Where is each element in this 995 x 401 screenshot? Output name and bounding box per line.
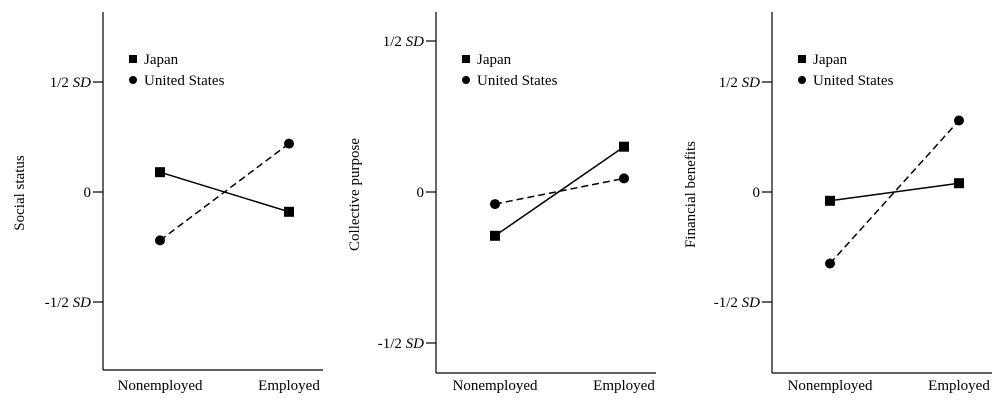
- y-tick-unit: SD: [742, 75, 761, 91]
- series-line: [829, 182, 960, 202]
- y-tick-value: 1/2: [383, 34, 406, 50]
- panel-2: 1/2 SD 0 -1/2 SD Collective purpose Nonemplo…: [347, 12, 656, 394]
- legend-label: Japan: [813, 52, 848, 68]
- legend-label: United States: [813, 73, 894, 89]
- data-point: [954, 178, 964, 189]
- x-category-label: Nonemployed: [118, 378, 203, 394]
- legend-label: United States: [477, 73, 558, 89]
- data-point: [490, 199, 500, 210]
- y-tick-value: -1/2: [45, 295, 73, 311]
- data-point: [619, 141, 629, 152]
- y-tick-value: -1/2: [714, 295, 742, 311]
- series-line: [829, 119, 960, 265]
- x-category-label: Employed: [258, 378, 320, 394]
- y-tick-value: 0: [753, 185, 761, 201]
- y-tick-label: 0: [417, 185, 425, 201]
- y-tick-label: 1/2 SD: [383, 34, 424, 50]
- legend-marker: [129, 55, 137, 63]
- y-tick-value: -1/2: [378, 336, 406, 352]
- data-point: [155, 235, 165, 246]
- x-category-label: Employed: [928, 378, 990, 394]
- data-point: [284, 138, 294, 149]
- y-tick-label: 0: [753, 185, 761, 201]
- series-line: [494, 146, 625, 237]
- y-tick-unit: SD: [73, 75, 92, 91]
- y-tick-unit: SD: [406, 336, 425, 352]
- legend-label: United States: [144, 73, 225, 89]
- y-axis-title: Financial benefits: [683, 141, 699, 248]
- x-category-label: Nonemployed: [788, 378, 873, 394]
- y-tick-unit: SD: [73, 295, 92, 311]
- data-point: [490, 230, 500, 241]
- data-point: [619, 173, 629, 184]
- y-tick-label: -1/2 SD: [714, 295, 760, 311]
- x-category-label: Nonemployed: [453, 378, 538, 394]
- data-point: [155, 167, 165, 178]
- y-axis-title: Social status: [12, 155, 28, 231]
- legend-marker: [798, 76, 806, 84]
- panel-1: 1/2 SD 0 -1/2 SD Social status Nonemployed Em…: [12, 12, 323, 394]
- y-tick-label: 1/2 SD: [719, 75, 760, 91]
- y-tick-value: 1/2: [50, 75, 73, 91]
- legend-marker: [129, 76, 137, 84]
- panel-3: 1/2 SD 0 -1/2 SD Financial benefits Nonemplo…: [683, 12, 992, 394]
- x-category-label: Employed: [593, 378, 655, 394]
- y-tick-label: -1/2 SD: [378, 336, 424, 352]
- y-tick-unit: SD: [742, 295, 761, 311]
- y-tick-value: 1/2: [719, 75, 742, 91]
- y-tick-label: 0: [84, 185, 92, 201]
- y-tick-label: -1/2 SD: [45, 295, 91, 311]
- legend-marker: [462, 76, 470, 84]
- y-tick-label: 1/2 SD: [50, 75, 91, 91]
- data-point: [954, 115, 964, 126]
- legend-marker: [462, 55, 470, 63]
- y-tick-value: 0: [84, 185, 92, 201]
- y-axis-title: Collective purpose: [347, 138, 363, 251]
- legend-marker: [798, 55, 806, 63]
- data-point: [825, 258, 835, 269]
- series-line: [159, 143, 290, 241]
- legend-label: Japan: [477, 52, 512, 68]
- y-tick-value: 0: [417, 185, 425, 201]
- data-point: [825, 195, 835, 206]
- data-point: [284, 206, 294, 217]
- legend-label: Japan: [144, 52, 179, 68]
- y-tick-unit: SD: [406, 34, 425, 50]
